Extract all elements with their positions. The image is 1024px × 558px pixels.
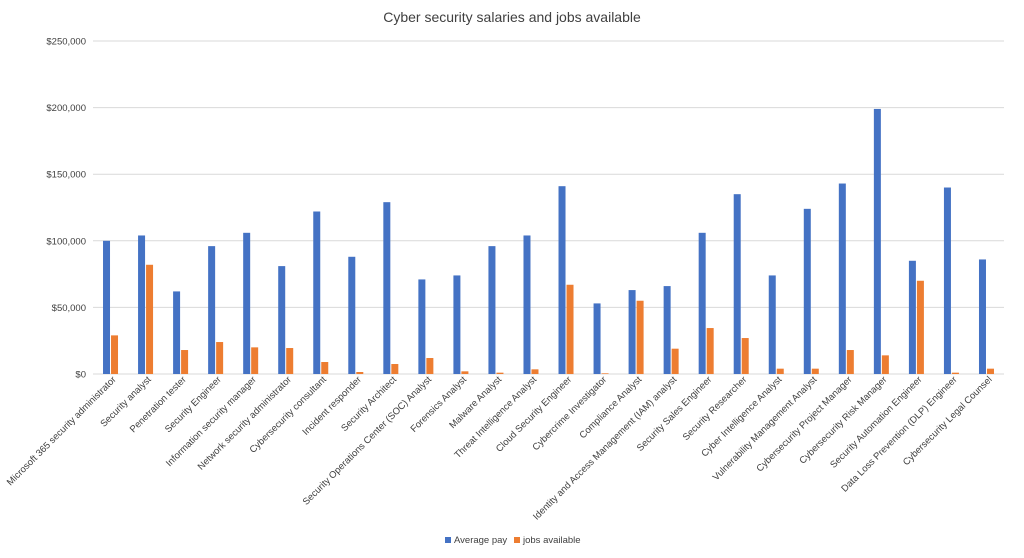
bar-jobs-available xyxy=(776,368,784,374)
bar-average-pay xyxy=(208,246,216,374)
bar-jobs-available xyxy=(321,362,329,374)
bar-jobs-available xyxy=(531,369,539,374)
bar-average-pay xyxy=(593,303,601,374)
bar-average-pay xyxy=(628,290,636,374)
bar-jobs-available xyxy=(986,368,994,374)
bar-jobs-available xyxy=(881,355,889,374)
legend-swatch-jobs-available xyxy=(514,537,520,543)
bar-average-pay xyxy=(243,232,251,374)
bar-average-pay xyxy=(383,202,391,374)
bar-jobs-available xyxy=(811,368,819,374)
bar-jobs-available xyxy=(846,350,854,374)
bar-average-pay xyxy=(698,232,706,374)
bar-average-pay xyxy=(768,275,776,374)
bar-average-pay xyxy=(173,291,181,374)
bar-average-pay xyxy=(103,240,111,374)
x-category-label: Security Operations Center (SOC) Analyst xyxy=(301,374,434,507)
bar-average-pay xyxy=(138,235,146,374)
bar-jobs-available xyxy=(216,342,224,374)
legend-label-average-pay: Average pay xyxy=(454,535,507,546)
bar-jobs-available xyxy=(916,280,924,374)
bar-jobs-available xyxy=(741,338,749,374)
bar-jobs-available xyxy=(951,372,959,374)
y-tick-label: $100,000 xyxy=(46,236,86,247)
bar-jobs-available xyxy=(636,300,644,374)
y-tick-label: $50,000 xyxy=(52,303,86,314)
bar-average-pay xyxy=(873,108,881,374)
bar-jobs-available xyxy=(146,264,154,374)
bar-jobs-available xyxy=(181,350,189,374)
bar-average-pay xyxy=(978,259,986,374)
bar-average-pay xyxy=(523,235,531,374)
y-tick-label: $0 xyxy=(75,370,86,381)
bar-jobs-available xyxy=(461,371,469,374)
y-axis-ticks: $0 $50,000 $100,000 $150,000 $200,000 $250,00… xyxy=(46,37,86,381)
x-category-label: Incident responder xyxy=(300,374,363,437)
x-category-label: Microsoft 365 security administrator xyxy=(5,374,119,488)
x-category-label: Compliance Analyst xyxy=(577,374,644,441)
legend-label-jobs-available: jobs available xyxy=(522,535,581,546)
y-tick-label: $200,000 xyxy=(46,103,86,114)
bar-average-pay xyxy=(838,183,846,374)
bar-jobs-available xyxy=(706,328,714,374)
x-axis-labels: Microsoft 365 security administrator Secu… xyxy=(5,374,995,522)
bar-average-pay xyxy=(663,286,671,374)
bars xyxy=(103,108,994,374)
chart-title: Cyber security salaries and jobs availab… xyxy=(383,9,641,25)
bar-jobs-available xyxy=(601,373,609,374)
y-tick-label: $250,000 xyxy=(46,37,86,48)
legend: Average pay jobs available xyxy=(445,535,581,546)
bar-jobs-available xyxy=(251,347,259,374)
bar-average-pay xyxy=(278,266,286,374)
legend-swatch-average-pay xyxy=(445,537,451,543)
bar-jobs-available xyxy=(566,284,574,374)
gridlines xyxy=(93,40,1004,375)
y-tick-label: $150,000 xyxy=(46,170,86,181)
bar-average-pay xyxy=(908,260,916,374)
bar-average-pay xyxy=(488,246,496,374)
bar-jobs-available xyxy=(391,364,399,374)
bar-average-pay xyxy=(348,256,356,374)
bar-jobs-available xyxy=(356,372,364,374)
bar-jobs-available xyxy=(496,372,504,374)
bar-jobs-available xyxy=(426,358,434,374)
bar-average-pay xyxy=(453,275,461,374)
bar-average-pay xyxy=(943,187,951,374)
bar-jobs-available xyxy=(111,335,119,374)
bar-average-pay xyxy=(733,194,741,374)
bar-jobs-available xyxy=(671,348,679,374)
bar-jobs-available xyxy=(286,348,294,374)
bar-average-pay xyxy=(418,279,426,374)
bar-average-pay xyxy=(803,208,811,374)
bar-average-pay xyxy=(558,186,566,374)
x-category-label: Security Researcher xyxy=(681,374,750,443)
bar-average-pay xyxy=(313,211,321,374)
